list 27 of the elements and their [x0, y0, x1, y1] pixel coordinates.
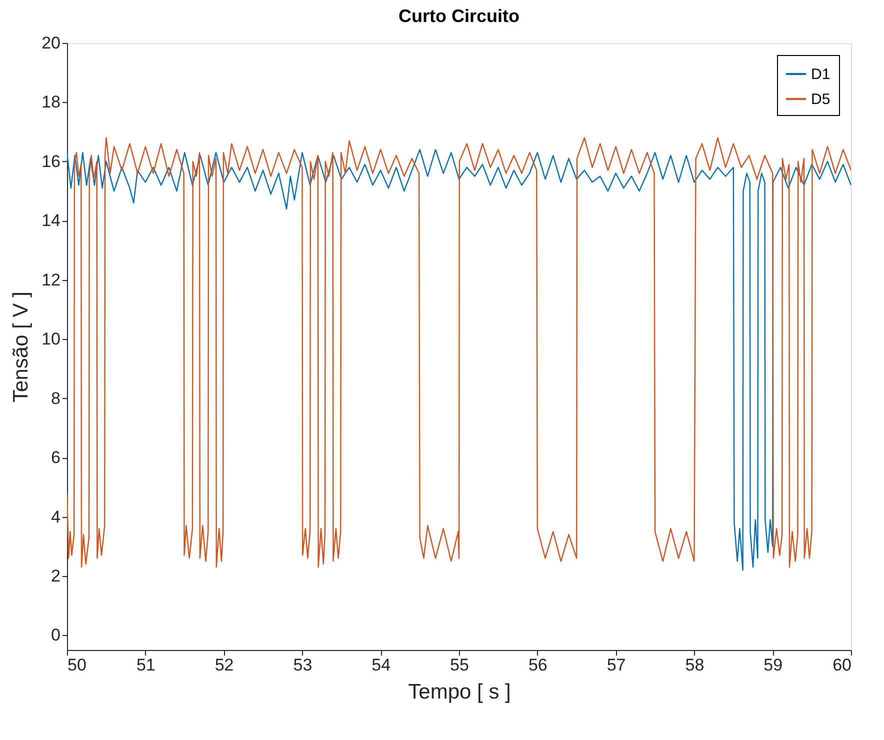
x-tick-label: 56 [528, 656, 548, 674]
x-tick-label: 50 [68, 656, 86, 674]
x-tick-label: 55 [450, 656, 469, 674]
x-tick-label: 54 [372, 656, 391, 674]
y-tick-label: 2 [51, 566, 60, 586]
x-tick-label: 51 [136, 656, 156, 674]
y-tick-label: 12 [42, 270, 60, 290]
x-tick-label: 57 [606, 656, 626, 674]
y-tick-label: 10 [42, 330, 60, 349]
y-tick-label: 20 [42, 34, 60, 52]
y-axis-title: Tensão [ V ] [10, 292, 33, 402]
legend-label: D1 [811, 66, 830, 83]
x-tick-label: 58 [685, 656, 704, 674]
legend-label: D5 [811, 91, 830, 108]
y-tick-label: 18 [42, 92, 60, 112]
y-tick-label: 16 [42, 152, 60, 171]
chart-title: Curto Circuito [398, 6, 520, 26]
x-tick-label: 59 [764, 656, 783, 674]
y-tick-label: 0 [51, 626, 60, 645]
x-tick-label: 52 [214, 656, 234, 674]
y-tick-label: 4 [51, 507, 60, 526]
y-tick-label: 6 [51, 448, 60, 468]
y-tick-label: 14 [42, 211, 60, 230]
x-tick-label: 60 [832, 656, 852, 674]
x-tick-label: 53 [293, 656, 312, 674]
x-axis-title: Tempo [ s ] [408, 680, 511, 704]
y-tick-label: 8 [51, 388, 60, 408]
